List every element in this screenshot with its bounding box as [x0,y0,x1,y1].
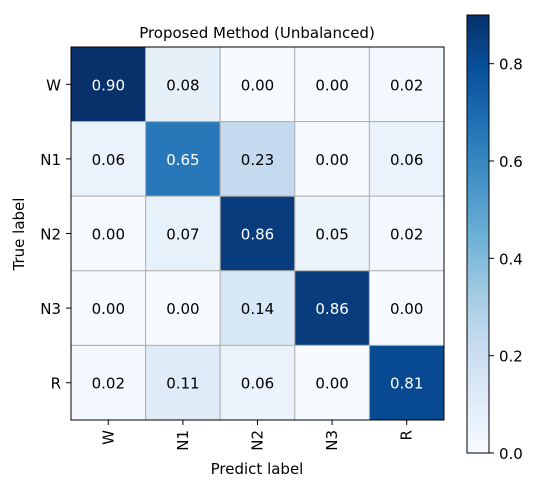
cell-value-label: 0.00 [92,300,125,318]
cell-value-label: 0.90 [92,76,125,94]
cell-value-label: 0.00 [315,151,348,169]
x-tick-label: W [99,430,117,445]
heatmap-cell-labels: 0.90 0.08 0.00 0.00 0.02 0.06 0.65 0.23 0.00 0.06… [92,76,424,392]
cell-value-label: 0.02 [390,226,423,244]
heatmap-cell [70,121,147,197]
heatmap-cell [145,195,221,272]
heatmap-cell [70,344,147,421]
cell-value-label: 0.02 [92,375,125,393]
cell-value-label: 0.06 [92,151,125,169]
chart-title: Proposed Method (Unbalanced) [139,24,375,42]
cell-value-label: 0.86 [241,226,274,244]
colorbar [466,14,490,454]
cell-value-label: 0.11 [166,375,199,393]
y-axis-ticks: W N1 N2 N3 R [40,76,71,393]
cell-value-label: 0.00 [241,76,274,94]
cell-value-label: 0.06 [390,151,423,169]
cell-value-label: 0.00 [390,300,423,318]
y-tick-label: N3 [40,300,61,318]
x-axis-label: Predict label [211,460,304,478]
heatmap-cell [219,195,296,272]
x-axis-ticks: W N1 N2 N3 R [99,420,416,451]
cell-value-label: 0.07 [166,226,199,244]
heatmap-cells [70,46,445,421]
heatmap-cell [219,270,296,346]
cell-value-label: 0.00 [166,300,199,318]
cell-value-label: 0.00 [315,375,348,393]
cell-value-label: 0.86 [315,300,348,318]
x-tick-label: N1 [174,430,192,451]
colorbar-tick-label: 0.6 [499,153,523,171]
x-tick-label: R [398,430,416,440]
cell-value-label: 0.02 [390,76,423,94]
y-tick-label: N1 [40,151,61,169]
heatmap-cell [145,344,221,421]
y-tick-label: R [51,375,61,393]
heatmap-cell [294,46,370,123]
colorbar-tick-label: 0.4 [499,250,523,268]
heatmap-cell [219,344,296,421]
y-axis-label: True label [10,198,28,272]
colorbar-tick-label: 0.8 [499,56,523,74]
colorbar-ticks: 0.0 0.2 0.4 0.6 0.8 [489,56,523,463]
heatmap-cell [368,46,445,123]
heatmap-cell [70,46,147,123]
heatmap-cell [368,344,445,421]
y-tick-label: N2 [40,226,61,244]
cell-value-label: 0.23 [241,151,274,169]
heatmap-cell [368,270,445,346]
cell-value-label: 0.08 [166,76,199,94]
x-tick-label: N2 [249,430,267,451]
cell-value-label: 0.05 [315,226,348,244]
cell-value-label: 0.00 [92,226,125,244]
heatmap-cell [145,270,221,346]
cell-value-label: 0.14 [241,300,274,318]
cell-value-label: 0.65 [166,151,199,169]
cell-value-label: 0.81 [390,375,423,393]
heatmap-cell [294,195,370,272]
y-tick-label: W [46,76,61,94]
colorbar-tick-label: 0.0 [499,445,523,463]
heatmap-cell [145,46,221,123]
colorbar-tick-label: 0.2 [499,348,523,366]
heatmap-cell [219,121,296,197]
cell-value-label: 0.00 [315,76,348,94]
heatmap-cell [368,121,445,197]
heatmap-cell [294,270,370,346]
x-tick-label: N3 [323,430,341,451]
cell-value-label: 0.06 [241,375,274,393]
